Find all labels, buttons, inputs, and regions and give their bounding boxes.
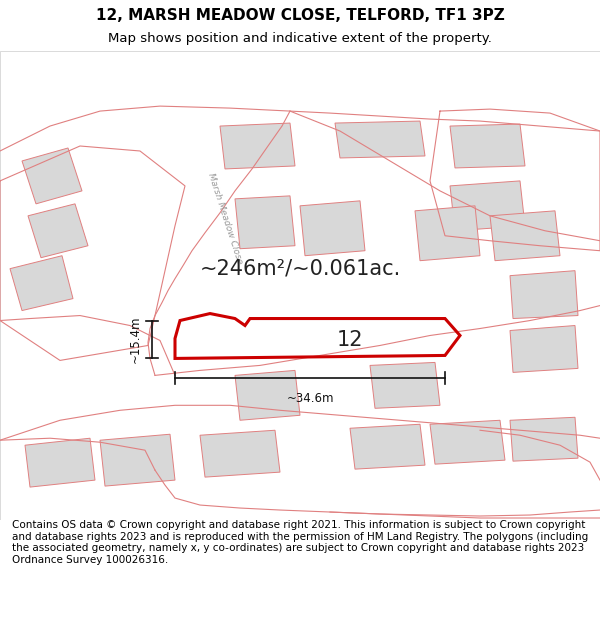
Polygon shape: [335, 121, 425, 158]
Polygon shape: [235, 371, 300, 420]
Text: ~246m²/~0.061ac.: ~246m²/~0.061ac.: [199, 259, 401, 279]
Polygon shape: [415, 206, 480, 261]
Polygon shape: [490, 211, 560, 261]
Polygon shape: [220, 123, 295, 169]
Polygon shape: [235, 196, 295, 249]
Polygon shape: [430, 420, 505, 464]
Polygon shape: [350, 424, 425, 469]
Polygon shape: [510, 271, 578, 319]
Polygon shape: [300, 201, 365, 256]
Polygon shape: [370, 362, 440, 408]
Text: ~34.6m: ~34.6m: [286, 392, 334, 406]
Polygon shape: [510, 326, 578, 372]
Text: 12: 12: [337, 331, 363, 351]
Polygon shape: [28, 204, 88, 258]
Polygon shape: [25, 438, 95, 487]
Polygon shape: [510, 418, 578, 461]
Polygon shape: [200, 430, 280, 477]
Text: Contains OS data © Crown copyright and database right 2021. This information is : Contains OS data © Crown copyright and d…: [12, 520, 588, 565]
Text: Marsh Meadow Close: Marsh Meadow Close: [206, 172, 244, 266]
Polygon shape: [100, 434, 175, 486]
Polygon shape: [10, 256, 73, 311]
Polygon shape: [22, 148, 82, 204]
Polygon shape: [450, 124, 525, 168]
Text: Map shows position and indicative extent of the property.: Map shows position and indicative extent…: [108, 32, 492, 45]
Text: ~15.4m: ~15.4m: [129, 316, 142, 363]
Text: 12, MARSH MEADOW CLOSE, TELFORD, TF1 3PZ: 12, MARSH MEADOW CLOSE, TELFORD, TF1 3PZ: [95, 8, 505, 23]
Polygon shape: [450, 181, 525, 231]
